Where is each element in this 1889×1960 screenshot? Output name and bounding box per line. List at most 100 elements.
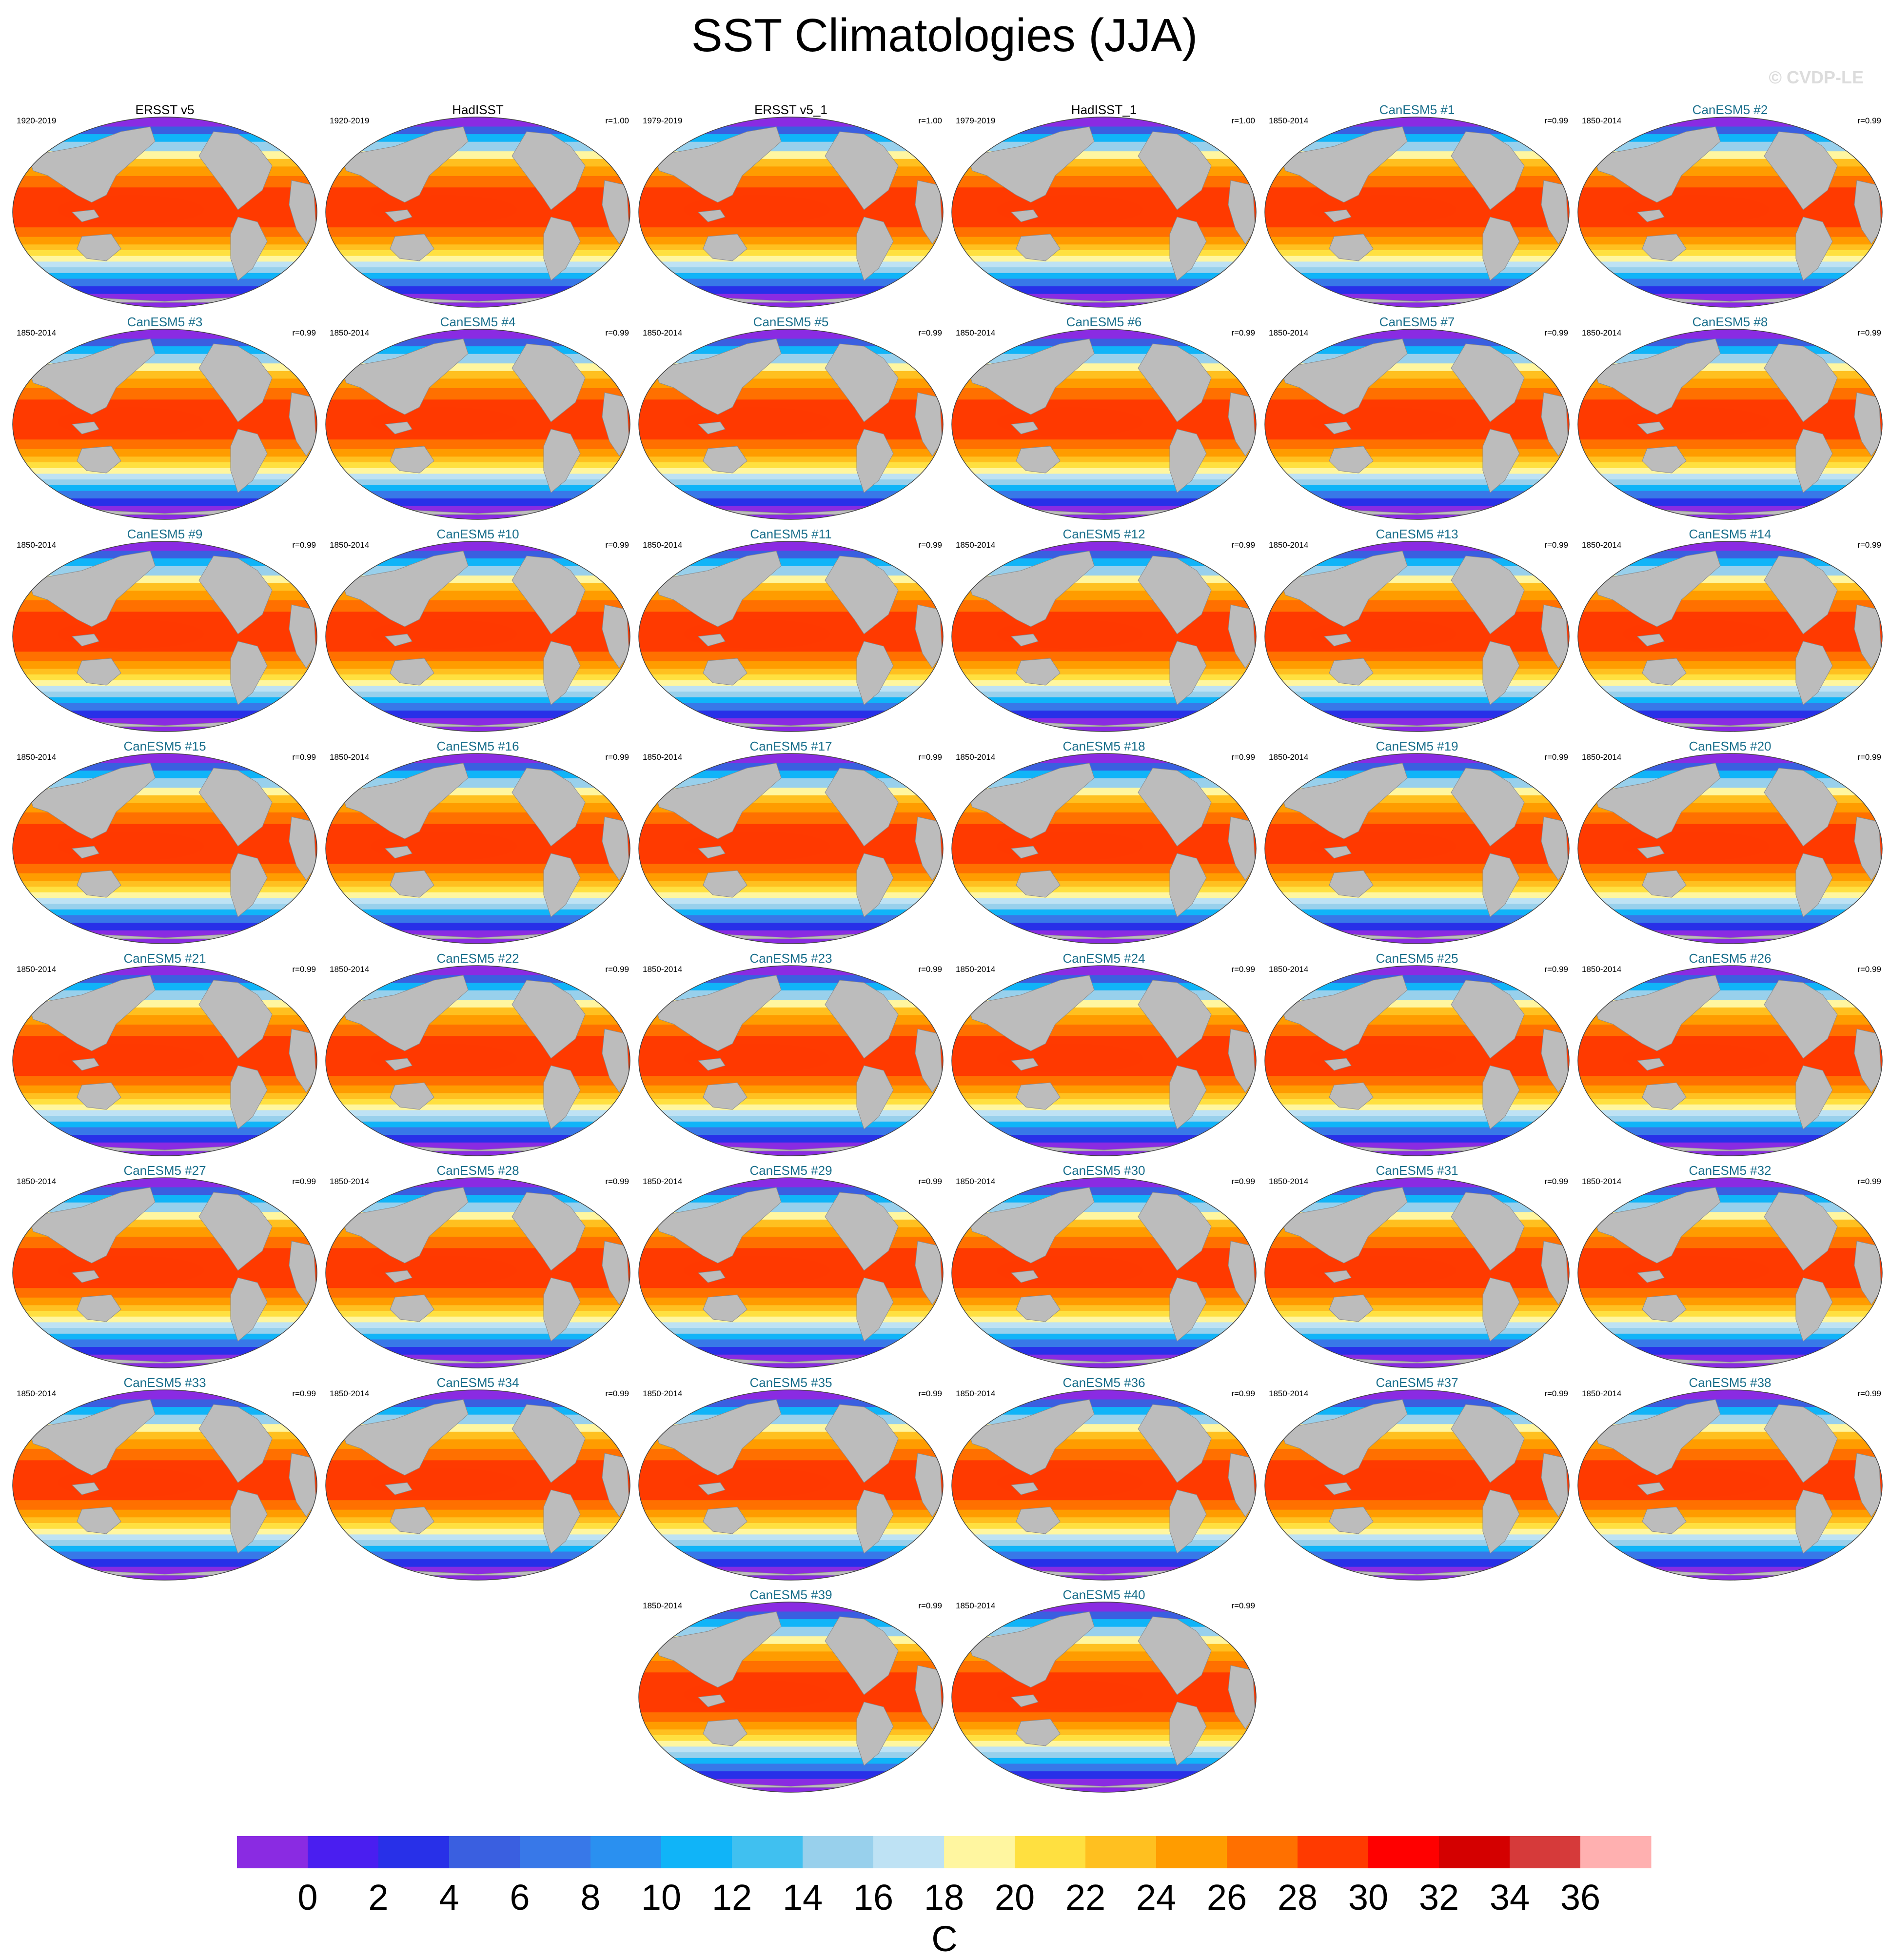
sst-band [326, 692, 630, 698]
land-mass [28, 551, 156, 627]
land-mass [825, 555, 899, 634]
panel-period: 1979-2019 [956, 116, 996, 125]
sst-band [1578, 692, 1882, 698]
sst-band [13, 1085, 317, 1094]
panel-correlation: r=0.99 [1544, 752, 1568, 762]
sst-map [951, 117, 1257, 308]
panel-title: CanESM5 #19 [1376, 739, 1458, 753]
land-mass [1764, 131, 1838, 210]
panel-title: CanESM5 #27 [123, 1163, 206, 1178]
sst-band [952, 449, 1256, 457]
sst-band [952, 117, 1256, 127]
sst-band [639, 1322, 943, 1329]
colorbar-tick-label: 28 [1278, 1877, 1318, 1918]
sst-band [13, 703, 317, 712]
sst-band [1578, 661, 1882, 670]
sst-band [952, 1354, 1256, 1368]
sst-band [13, 669, 317, 675]
sst-band [952, 661, 1256, 670]
sst-band [639, 1202, 943, 1213]
panel-period: 1850-2014 [643, 328, 683, 337]
sst-band [639, 294, 943, 307]
panel-grid: ERSST v5 1920-2019 HadISST 1920-2019 r=1.00 E… [12, 102, 1883, 1793]
sst-band [639, 930, 943, 944]
sst-band [952, 966, 1256, 976]
warm-pool [371, 1468, 517, 1497]
land-mass [1642, 1082, 1687, 1110]
map-panel: CanESM5 #13 1850-2014 r=0.99 [1261, 527, 1573, 736]
sst-band [13, 261, 317, 268]
sst-band [639, 126, 943, 135]
land-mass [1323, 1482, 1352, 1495]
sst-map [1264, 753, 1570, 944]
panel-title: CanESM5 #17 [749, 739, 832, 753]
warm-pool [997, 1468, 1143, 1497]
sst-band [1265, 468, 1569, 475]
land-mass [825, 1616, 899, 1695]
map-outline [638, 965, 944, 1156]
land-mass [1016, 658, 1061, 686]
sst-band [13, 1339, 317, 1348]
land-mass [1451, 980, 1525, 1059]
sst-band [326, 771, 630, 779]
sst-band [1578, 566, 1882, 576]
land-mass [575, 334, 595, 354]
sst-band [326, 1354, 630, 1368]
sst-band [326, 930, 630, 944]
map-outline [1577, 117, 1883, 308]
colorbar-tick-label: 22 [1065, 1877, 1105, 1918]
warm-pool [1623, 1044, 1769, 1073]
colorbar-tick-label: 0 [297, 1877, 317, 1918]
colorbar-swatch [803, 1836, 874, 1868]
warm-pool [371, 832, 517, 861]
sst-band [952, 864, 1256, 874]
sst-band [1578, 456, 1882, 463]
panel-title: CanESM5 #18 [1063, 739, 1145, 753]
land-mass [967, 1399, 1095, 1476]
panel-period: 1850-2014 [330, 752, 370, 762]
warm-pool [1310, 1044, 1456, 1073]
sst-band [639, 286, 943, 295]
sst-band [952, 1390, 1256, 1400]
sst-band [952, 1602, 1256, 1612]
map-outline [1577, 1389, 1883, 1581]
sst-band [1265, 456, 1569, 463]
sst-band [13, 449, 317, 457]
warm-pool [997, 832, 1143, 861]
land-mass [77, 1294, 121, 1322]
sst-band [639, 1135, 943, 1143]
sst-band [326, 134, 630, 142]
sst-band [13, 692, 317, 698]
sst-band [952, 1322, 1256, 1329]
sst-band [13, 558, 317, 567]
land-mass [1593, 763, 1721, 839]
panel-correlation: r=0.99 [292, 540, 316, 550]
sst-band [13, 1322, 317, 1329]
sst-band [952, 680, 1256, 687]
land-mass [543, 1065, 581, 1129]
sst-map [325, 329, 630, 520]
sst-band [639, 278, 943, 287]
land-mass [28, 763, 156, 839]
sst-band [639, 551, 943, 559]
land-mass [1636, 634, 1665, 647]
sst-band [326, 652, 630, 662]
land-mass [230, 429, 268, 493]
sst-band [1265, 652, 1569, 662]
warm-pool [997, 1680, 1143, 1709]
land-mass [1201, 1182, 1221, 1203]
land-mass [28, 1187, 156, 1264]
sst-band [952, 1288, 1256, 1298]
sst-band [952, 566, 1256, 576]
sst-band [13, 983, 317, 991]
map-panel: HadISST 1920-2019 r=1.00 [322, 102, 634, 312]
map-outline [1577, 541, 1883, 732]
land-mass [697, 421, 726, 435]
sst-band [639, 1099, 943, 1105]
colorbar-swatch [378, 1836, 450, 1868]
sst-band [1265, 237, 1569, 245]
sst-band [1578, 703, 1882, 712]
land-mass [1642, 234, 1687, 261]
sst-band [1265, 329, 1569, 339]
map-panel: CanESM5 #25 1850-2014 r=0.99 [1261, 951, 1573, 1161]
